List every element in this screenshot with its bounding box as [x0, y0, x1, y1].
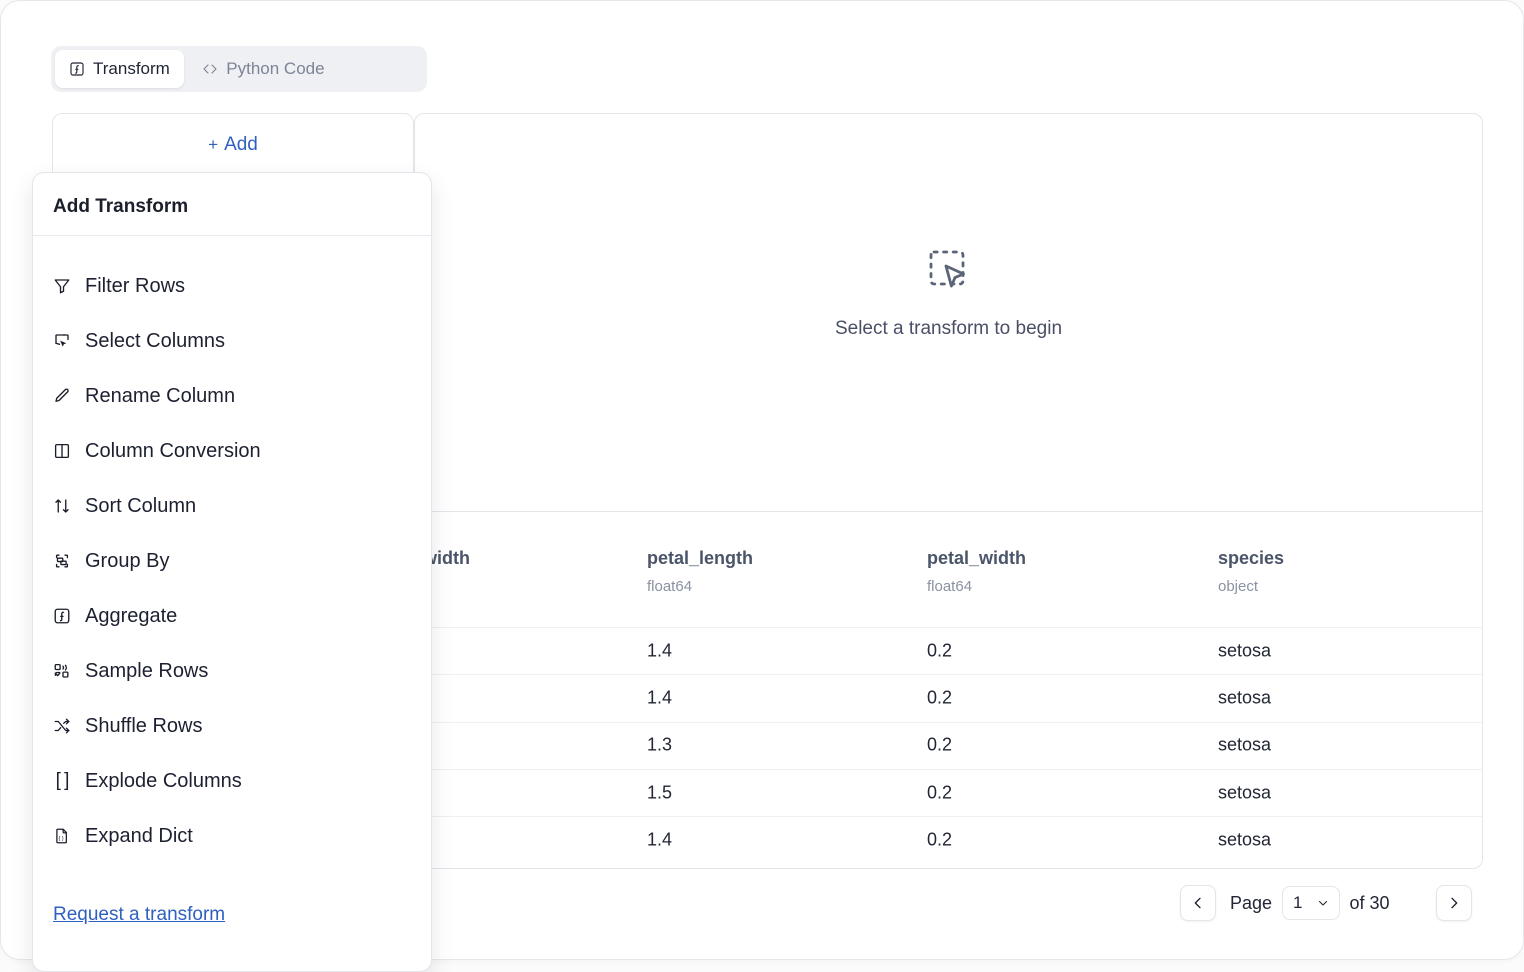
svg-text:{ }: { } — [58, 836, 63, 842]
